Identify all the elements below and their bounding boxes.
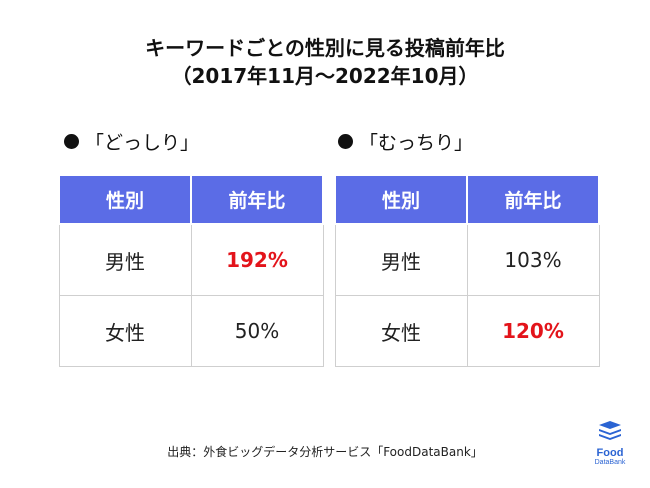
yoy-value-cell: 192% bbox=[190, 223, 324, 296]
fooddatabank-logo: Food DataBank bbox=[588, 420, 632, 467]
section-label-dosshiri: 「どっしり」 bbox=[64, 128, 199, 155]
gender-cell: 男性 bbox=[334, 223, 468, 296]
title-period: （2017年11月～2022年10月） bbox=[171, 64, 479, 88]
table-row: 女性 120% bbox=[334, 295, 600, 367]
gender-cell: 男性 bbox=[58, 223, 192, 296]
table-row: 男性 103% bbox=[334, 223, 600, 296]
logo-subtext: DataBank bbox=[594, 459, 626, 466]
yoy-value-cell: 103% bbox=[466, 223, 600, 296]
source-note: 出典：外食ビッグデータ分析サービス「FoodDataBank」 bbox=[167, 445, 483, 459]
database-stack-icon bbox=[599, 421, 621, 440]
comparison-table-dosshiri: 性別 前年比 男性 192% 女性 50% bbox=[58, 174, 324, 367]
header-yoy: 前年比 bbox=[190, 174, 324, 225]
table-header-row: 性別 前年比 bbox=[58, 174, 324, 225]
section-title: 「どっしり」 bbox=[85, 132, 200, 154]
page-title: キーワードごとの性別に見る投稿前年比 （2017年11月～2022年10月） bbox=[0, 34, 650, 90]
gender-cell: 女性 bbox=[58, 295, 192, 367]
table-row: 男性 192% bbox=[58, 223, 324, 296]
gender-cell: 女性 bbox=[334, 295, 468, 367]
header-gender: 性別 bbox=[58, 174, 192, 225]
title-main: キーワードごとの性別に見る投稿前年比 bbox=[145, 36, 505, 60]
table-header-row: 性別 前年比 bbox=[334, 174, 600, 225]
section-title: 「むっちり」 bbox=[359, 132, 474, 154]
logo-wordmark: Food bbox=[596, 447, 624, 459]
header-gender: 性別 bbox=[334, 174, 468, 225]
section-label-mucchiri: 「むっちり」 bbox=[338, 128, 473, 155]
comparison-table-mucchiri: 性別 前年比 男性 103% 女性 120% bbox=[334, 174, 600, 367]
bullet-icon bbox=[64, 134, 79, 149]
header-yoy: 前年比 bbox=[466, 174, 600, 225]
yoy-value-cell: 120% bbox=[466, 295, 600, 367]
table-row: 女性 50% bbox=[58, 295, 324, 367]
bullet-icon bbox=[338, 134, 353, 149]
yoy-value-cell: 50% bbox=[190, 295, 324, 367]
